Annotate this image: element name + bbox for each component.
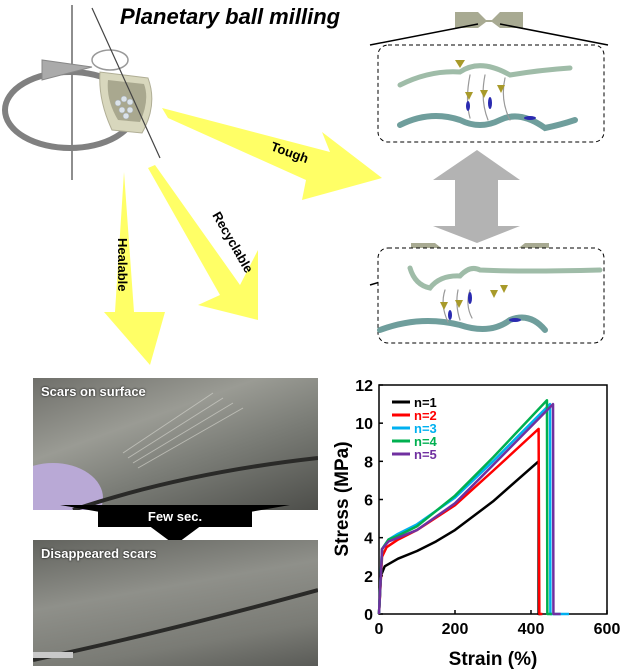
y-tick-label: 8 [364,454,373,471]
photo-top-label: Scars on surface [41,384,146,399]
series-line-n=5 [377,402,561,616]
tough-arrow [162,108,382,200]
y-tick-label: 4 [364,531,373,548]
y-axis-label: Stress (MPa) [332,441,353,556]
legend-label: n=1 [414,395,437,410]
legend-label: n=5 [414,447,437,462]
title: Planetary ball milling [120,4,341,29]
few-seconds-label: Few sec. [147,509,203,524]
series-line-n=2 [377,427,543,616]
schematic: Tough Recyclable Healable [2,5,609,365]
stress-strain-chart: 0 200 400 600 0 2 4 6 8 10 12 n=1n=2n=3n=4n=5 Stra… [332,378,621,670]
healable-label: Healable [115,238,130,291]
y-tick-label: 6 [364,493,373,510]
y-tick-label: 2 [364,569,373,586]
x-tick-label: 200 [442,621,469,638]
photo-disappeared-scars: Disappeared scars [33,540,318,666]
y-tick-label: 10 [355,416,373,433]
legend-label: n=3 [414,421,437,436]
photo-bottom-label: Disappeared scars [41,546,157,561]
stretch-double-arrow [433,150,520,243]
x-tick-label: 600 [594,621,621,638]
network-box-top [377,44,605,143]
dumbbell-top [455,12,523,28]
y-tick-label: 12 [355,378,373,395]
photo-scars-on-surface: Scars on surface [33,378,318,510]
ball-mill-illustration [2,5,161,180]
few-seconds-arrow: Few sec. [60,505,290,545]
legend-label: n=4 [414,434,438,449]
x-tick-label: 400 [518,621,545,638]
x-tick-label: 0 [375,621,384,638]
x-axis-label: Strain (%) [449,649,538,670]
y-tick-label: 0 [364,607,373,624]
recyclable-arrow [148,165,258,320]
healable-arrow [104,172,165,365]
series-line-n=3 [377,402,569,616]
legend-label: n=2 [414,408,437,423]
